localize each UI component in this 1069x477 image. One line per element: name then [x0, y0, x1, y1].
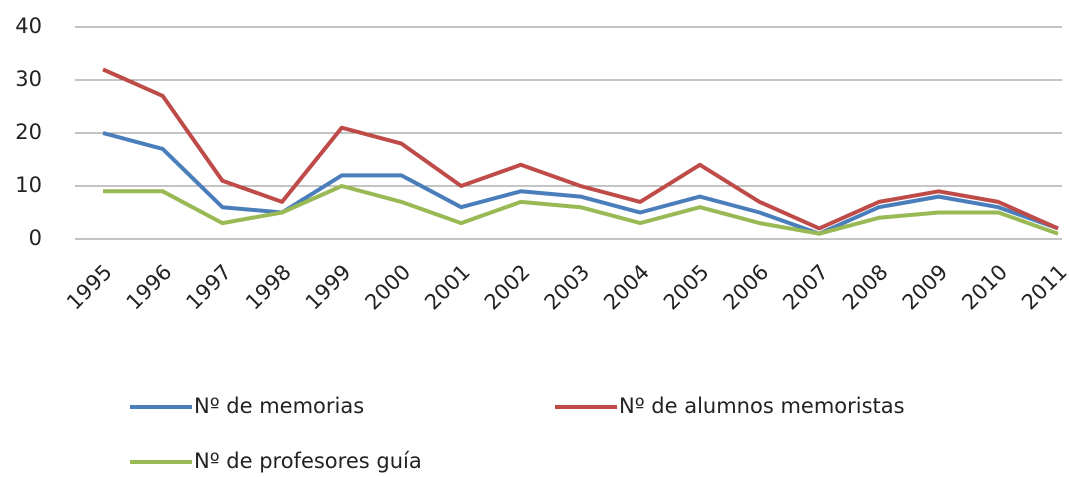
x-tick-label: 2011: [1017, 260, 1069, 315]
x-tick-label: 2000: [360, 260, 415, 315]
x-tick-label: 2005: [659, 260, 714, 315]
legend-label: Nº de memorias: [194, 394, 364, 418]
x-tick-label: 1997: [181, 260, 236, 315]
y-tick-label: 10: [15, 173, 42, 197]
x-tick-label: 2001: [420, 260, 475, 315]
x-tick-label: 1998: [241, 260, 296, 315]
y-tick-label: 40: [15, 14, 42, 38]
x-tick-label: 1999: [301, 260, 356, 315]
y-tick-label: 0: [29, 226, 42, 250]
x-tick-label: 2007: [778, 260, 833, 315]
series-line: [103, 184, 1059, 236]
x-tick-label: 2003: [540, 260, 595, 315]
series-line: [102, 131, 1059, 236]
x-tick-label: 2009: [898, 260, 953, 315]
x-tick-label: 2004: [599, 260, 654, 315]
series-line: [102, 67, 1059, 231]
x-tick-label: 2010: [957, 260, 1012, 315]
y-tick-label: 20: [15, 120, 42, 144]
x-tick-label: 2006: [719, 260, 774, 315]
x-tick-label: 1996: [122, 260, 177, 315]
legend-label: Nº de profesores guía: [194, 449, 422, 473]
y-tick-label: 30: [15, 67, 42, 91]
x-tick-label: 2008: [838, 260, 893, 315]
x-tick-label: 1995: [62, 260, 117, 315]
x-tick-label: 2002: [480, 260, 535, 315]
legend-label: Nº de alumnos memoristas: [619, 394, 905, 418]
